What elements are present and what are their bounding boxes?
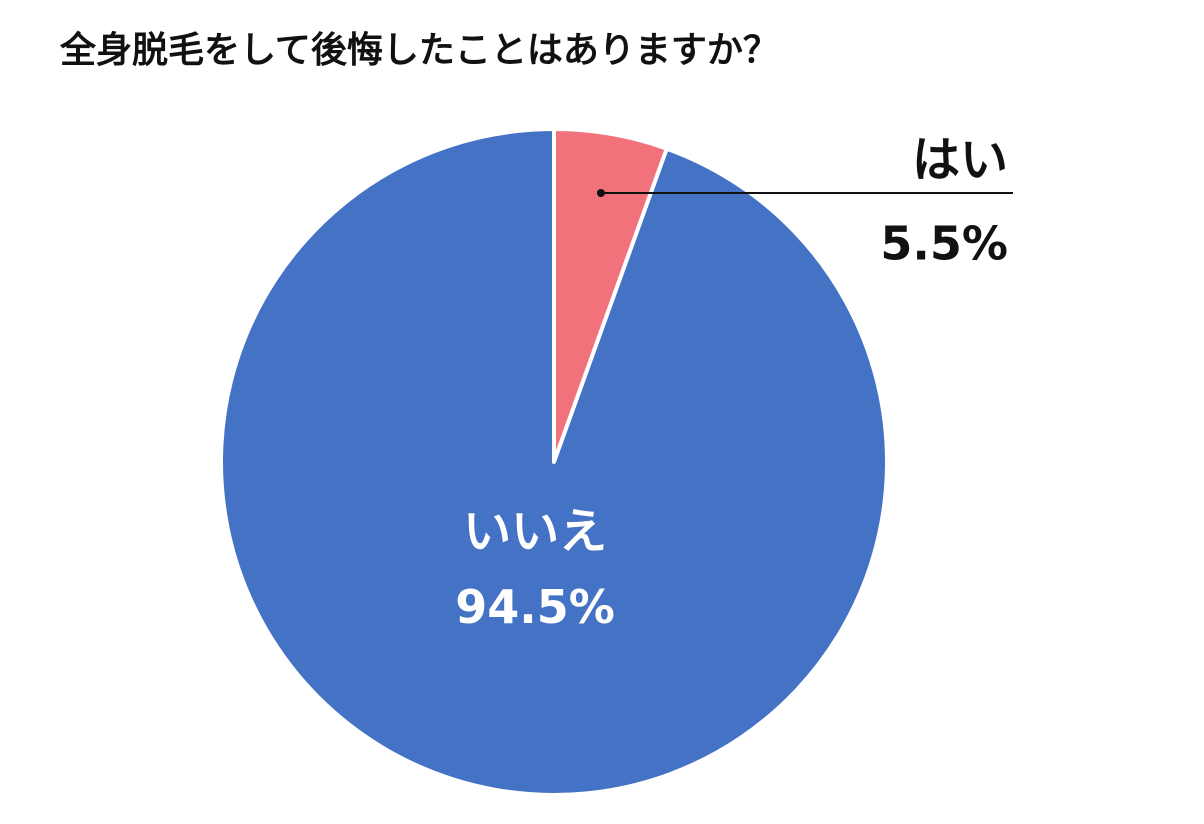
value-label: 94.5% <box>455 580 615 634</box>
value-label: 5.5% <box>880 217 1008 271</box>
leader-dot <box>596 189 605 198</box>
chart-title: 全身脱毛をして後悔したことはありますか？ <box>59 29 779 71</box>
slice-label: はい <box>912 132 1008 188</box>
pie-slice <box>219 127 889 797</box>
slice-label: いいえ <box>463 503 607 559</box>
